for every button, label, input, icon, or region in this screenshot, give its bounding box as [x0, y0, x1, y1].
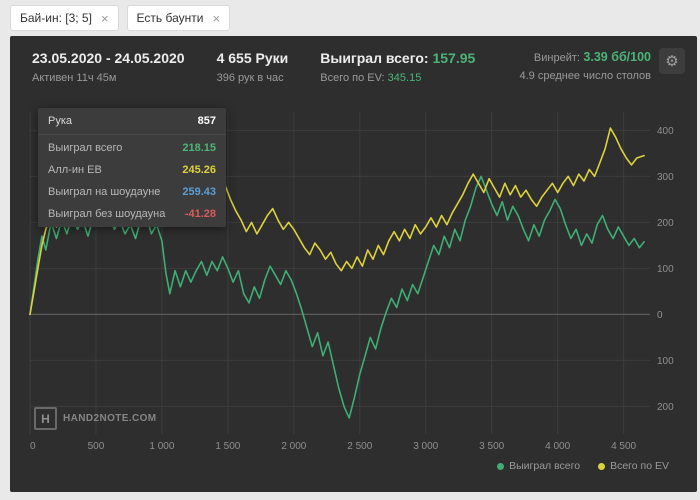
- x-axis-label: 3 500: [479, 441, 504, 452]
- tooltip-won-label: Выиграл всего: [48, 142, 123, 154]
- tooltip-allin-ev-label: Алл-ин ЕВ: [48, 164, 102, 176]
- x-axis-label: 500: [88, 441, 105, 452]
- settings-button[interactable]: ⚙: [659, 48, 685, 74]
- tooltip-row: Алл-ин ЕВ 245.26: [38, 159, 226, 181]
- hand2note-logo-mark: H: [34, 407, 57, 430]
- tooltip-row: Выиграл на шоудауне 259.43: [38, 181, 226, 203]
- x-axis-label: 0: [30, 441, 36, 452]
- stats-header: 23.05.2020 - 24.05.2020 Активен 11ч 45м …: [22, 48, 685, 102]
- won-value: 157.95: [432, 50, 476, 66]
- filter-chip-buyin-label: Бай-ин: [3; 5]: [20, 11, 92, 25]
- winrate-label: Винрейт:: [533, 52, 580, 64]
- filter-chip-bounty-label: Есть баунти: [136, 11, 204, 25]
- date-block: 23.05.2020 - 24.05.2020 Активен 11ч 45м: [32, 50, 185, 84]
- hand2note-logo-text: HAND2NOTE.COM: [63, 413, 157, 424]
- tooltip-row: Выиграл всего 218.15: [38, 137, 226, 159]
- legend-label-won: Выиграл всего: [509, 460, 581, 472]
- x-axis-label: 1 000: [149, 441, 174, 452]
- y-axis-label: 400: [657, 126, 674, 137]
- won-label: Выиграл всего:: [320, 50, 429, 66]
- tooltip-nonshowdown-label: Выиграл без шоудауна: [48, 208, 166, 220]
- gear-icon: ⚙: [665, 53, 679, 70]
- close-icon[interactable]: ×: [100, 10, 109, 26]
- results-chart[interactable]: 0 500 1 000 1 500 2 000 2 500 3 000 3 500 4 000 4…: [22, 104, 685, 456]
- series-line: [29, 175, 645, 419]
- y-axis-label: 100: [657, 356, 674, 367]
- y-axis-label: 100: [657, 264, 674, 275]
- winrate-block: Винрейт: 3.39 бб/100 4.9 среднее число с…: [519, 50, 651, 82]
- winnings-block: Выиграл всего: 157.95 Всего по EV: 345.1…: [320, 50, 475, 84]
- hand2note-logo: H HAND2NOTE.COM: [34, 407, 157, 430]
- x-axis-label: 4 500: [611, 441, 636, 452]
- tooltip-hand-label: Рука: [48, 115, 73, 127]
- tooltip-showdown-label: Выиграл на шоудауне: [48, 186, 161, 198]
- legend-item-ev[interactable]: Всего по EV: [598, 460, 669, 472]
- hands-block: 4 655 Руки 396 рук в час: [217, 50, 289, 84]
- tooltip-row: Выиграл без шоудауна -41.28: [38, 203, 226, 225]
- y-axis-label: 0: [657, 310, 663, 321]
- filter-chip-bounty[interactable]: Есть баунти ×: [126, 5, 231, 31]
- tooltip-hand-value: 857: [197, 115, 216, 127]
- x-axis-label: 2 000: [281, 441, 306, 452]
- avg-tables: 4.9 среднее число столов: [519, 70, 651, 82]
- legend-label-ev: Всего по EV: [610, 460, 669, 472]
- filter-bar: Бай-ин: [3; 5] × Есть баунти ×: [0, 0, 700, 36]
- ev-label: Всего по EV:: [320, 72, 385, 84]
- tooltip-showdown-value: 259.43: [182, 186, 216, 198]
- tooltip-won-value: 218.15: [182, 142, 216, 154]
- x-axis-label: 3 000: [413, 441, 438, 452]
- active-time: Активен 11ч 45м: [32, 72, 117, 84]
- report-panel: 23.05.2020 - 24.05.2020 Активен 11ч 45м …: [10, 36, 697, 492]
- x-axis-label: 1 500: [215, 441, 240, 452]
- legend-dot-won: [497, 462, 505, 470]
- legend-item-won[interactable]: Выиграл всего: [497, 460, 580, 472]
- date-range: 23.05.2020 - 24.05.2020: [32, 50, 185, 66]
- y-axis-label: 200: [657, 402, 674, 413]
- y-axis-label: 300: [657, 172, 674, 183]
- filter-chip-buyin[interactable]: Бай-ин: [3; 5] ×: [10, 5, 119, 31]
- chart-legend: Выиграл всего Всего по EV: [22, 456, 685, 472]
- tooltip-nonshowdown-value: -41.28: [184, 208, 216, 220]
- hands-count: 4 655 Руки: [216, 50, 289, 66]
- tooltip-row: Рука 857: [38, 110, 226, 135]
- hands-per-hour: 396 рук в час: [216, 72, 284, 84]
- close-icon[interactable]: ×: [212, 10, 221, 26]
- legend-dot-ev: [598, 462, 606, 470]
- x-axis-label: 2 500: [347, 441, 372, 452]
- chart-tooltip: Рука 857 Выиграл всего 218.15 Алл-ин ЕВ …: [38, 108, 226, 227]
- winrate-value: 3.39 бб/100: [583, 50, 651, 64]
- tooltip-allin-ev-value: 245.26: [182, 164, 216, 176]
- y-axis-label: 200: [657, 218, 674, 229]
- x-axis-label: 4 000: [545, 441, 570, 452]
- ev-value: 345.15: [387, 72, 422, 84]
